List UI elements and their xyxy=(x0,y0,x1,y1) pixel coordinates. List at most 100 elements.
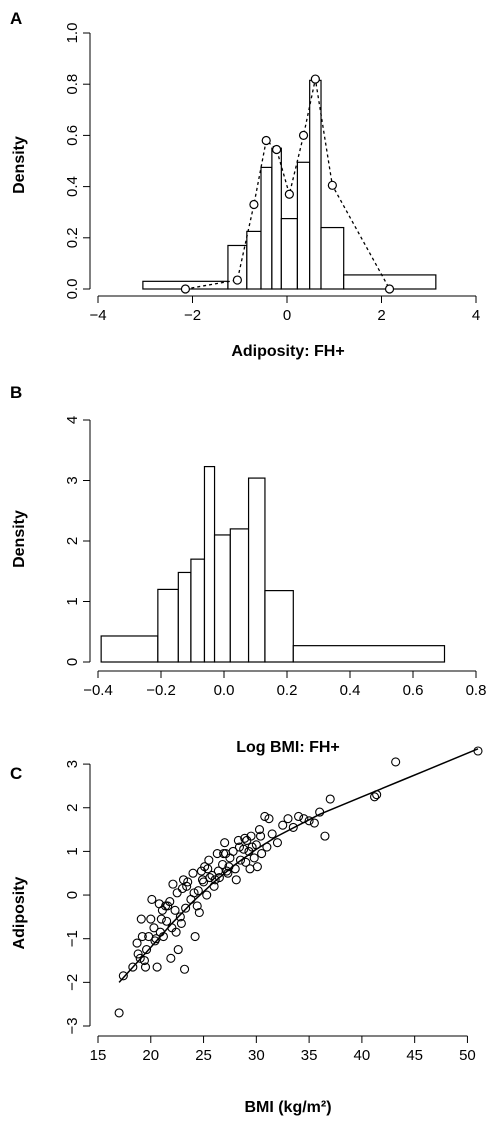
scatter-point xyxy=(260,811,270,822)
y-tick-label: 3 xyxy=(64,760,81,768)
panel-c-scatter-points xyxy=(114,746,483,1018)
y-tick-label: 0 xyxy=(64,658,81,666)
y-tick-label: 0.0 xyxy=(64,279,81,300)
fit-line xyxy=(118,748,479,983)
histogram-bar xyxy=(247,477,266,663)
scatter-point xyxy=(264,814,274,824)
scatter-point xyxy=(193,886,203,896)
scatter-point xyxy=(320,831,330,841)
panel-a-x-axis-label: Adiposity: FH+ xyxy=(231,343,344,360)
scatter-point xyxy=(181,903,191,913)
histogram-bar xyxy=(296,161,311,290)
x-tick-label: 0 xyxy=(283,307,291,324)
scatter-point xyxy=(194,907,204,918)
scatter-point xyxy=(176,918,186,928)
histogram-bar xyxy=(292,645,446,663)
scatter-point xyxy=(254,825,265,835)
scatter-point xyxy=(231,875,241,885)
x-tick-label: 20 xyxy=(142,1047,159,1064)
scatter-point xyxy=(139,955,149,966)
x-tick-label: 0.6 xyxy=(403,682,424,699)
scatter-point xyxy=(370,792,380,802)
scatter-point xyxy=(175,912,185,922)
scatter-point xyxy=(222,866,232,876)
density-point xyxy=(298,130,309,140)
scatter-point xyxy=(150,936,160,946)
panel-b: B −0.4 −0.2 0.0 0.2 0.4 0.6 0.8 0 1 2 3 4 Log BMI:… xyxy=(10,383,486,756)
panel-b-x-axis: −0.4 −0.2 0.0 0.2 0.4 0.6 0.8 xyxy=(83,670,487,699)
scatter-point xyxy=(234,842,244,852)
scatter-point xyxy=(173,945,183,955)
x-tick-label: 40 xyxy=(354,1047,371,1064)
scatter-point xyxy=(391,757,401,767)
scatter-point xyxy=(257,849,267,859)
panel-a-letter: A xyxy=(10,9,22,28)
scatter-point xyxy=(183,877,193,887)
density-point xyxy=(284,189,294,199)
x-tick-label: 50 xyxy=(459,1047,476,1064)
y-tick-label: −2 xyxy=(64,974,81,991)
histogram-bar xyxy=(157,588,179,663)
y-tick-label: 0 xyxy=(64,891,81,899)
histogram-bar xyxy=(229,528,250,663)
scatter-point xyxy=(304,816,314,826)
panel-a-x-axis: −4 −2 0 2 4 xyxy=(89,295,480,324)
scatter-point xyxy=(218,859,228,870)
scatter-point xyxy=(163,901,173,911)
scatter-point xyxy=(188,868,198,878)
scatter-point xyxy=(182,881,192,891)
panel-b-x-axis-label: Log BMI: FH+ xyxy=(236,739,340,756)
scatter-point xyxy=(256,831,266,841)
scatter-point xyxy=(245,864,255,874)
scatter-point xyxy=(239,844,249,854)
scatter-point xyxy=(180,964,190,974)
panel-c-letter: C xyxy=(10,764,22,783)
density-point xyxy=(327,180,337,190)
scatter-point xyxy=(249,853,259,863)
y-tick-label: 4 xyxy=(64,416,81,424)
scatter-point xyxy=(137,931,147,942)
histogram-bar xyxy=(177,571,192,663)
x-tick-label: 0.0 xyxy=(214,682,235,699)
density-point xyxy=(310,74,320,84)
scatter-point xyxy=(202,890,212,900)
y-tick-label: 1.0 xyxy=(64,23,81,44)
scatter-point xyxy=(140,962,151,972)
scatter-point xyxy=(283,814,293,824)
histogram-bar xyxy=(271,147,282,290)
y-tick-label: 0.6 xyxy=(64,125,81,146)
panel-b-histogram xyxy=(100,465,446,663)
histogram-bar xyxy=(100,635,159,663)
scatter-point xyxy=(294,811,304,822)
histogram-bar xyxy=(260,166,273,290)
x-tick-label: 0.8 xyxy=(466,682,487,699)
x-tick-label: 35 xyxy=(301,1047,318,1064)
scatter-point xyxy=(235,855,246,865)
scatter-point xyxy=(219,849,229,859)
histogram-bar xyxy=(213,534,231,663)
panel-a-y-axis: 0.0 0.2 0.4 0.6 0.8 1.0 xyxy=(64,23,91,300)
histogram-bar xyxy=(320,226,345,290)
scatter-point xyxy=(240,833,250,843)
scatter-point xyxy=(252,862,262,872)
panel-b-letter: B xyxy=(10,383,22,402)
panel-a-histogram xyxy=(142,79,437,290)
scatter-point xyxy=(166,953,176,963)
scatter-point xyxy=(190,931,200,942)
scatter-point xyxy=(278,820,288,830)
y-tick-label: 0.4 xyxy=(64,176,81,197)
scatter-point xyxy=(136,914,146,924)
panel-c-y-axis: −3 −2 −1 0 1 2 3 xyxy=(64,760,91,1035)
x-tick-label: −2 xyxy=(184,307,201,324)
scatter-point xyxy=(133,949,143,959)
density-line xyxy=(185,78,391,290)
panel-b-y-axis: 0 1 2 3 4 xyxy=(64,416,91,666)
scatter-point xyxy=(192,901,202,911)
scatter-point xyxy=(242,835,252,846)
scatter-point xyxy=(247,842,257,852)
x-tick-label: 4 xyxy=(472,307,480,324)
panel-c-x-axis-label: BMI (kg/m²) xyxy=(244,1099,331,1116)
panel-a-density-curve xyxy=(180,74,395,294)
y-tick-label: 3 xyxy=(64,476,81,484)
